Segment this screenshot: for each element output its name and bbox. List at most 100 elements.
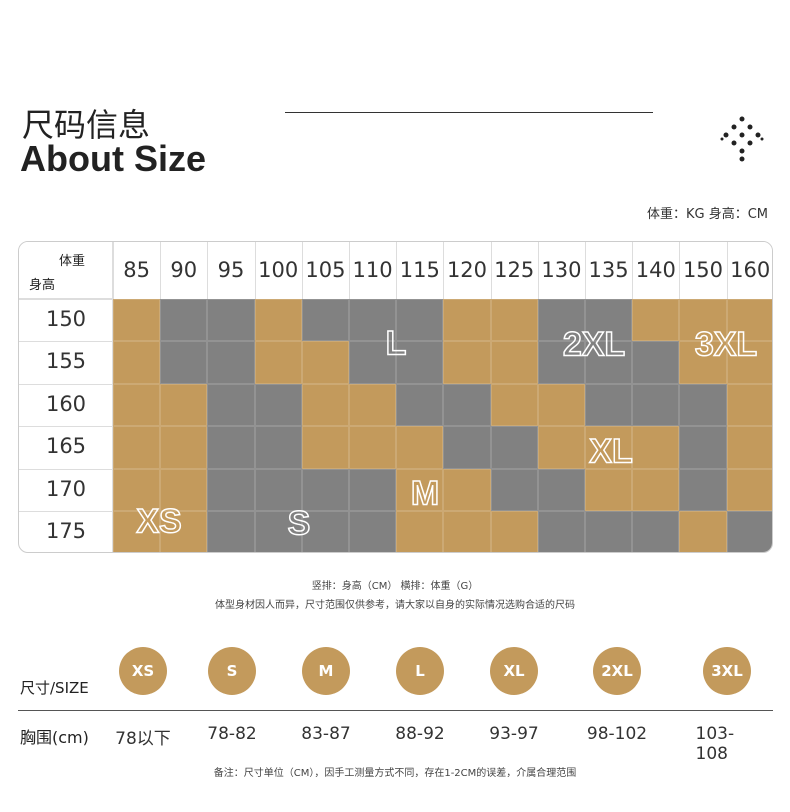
col-sep [207, 242, 209, 299]
grid-cell [537, 468, 585, 511]
col-sep [632, 242, 634, 299]
weight: 90 [170, 258, 198, 282]
height: 160 [45, 391, 87, 416]
grid-cell [254, 511, 302, 552]
grid-cell [679, 511, 727, 552]
height: 165 [45, 434, 87, 459]
grid-cell [254, 426, 302, 469]
grid-cell [207, 299, 255, 342]
grid-cell [585, 341, 633, 384]
row-head [19, 511, 113, 552]
grid-cell [349, 511, 397, 552]
weight: 100 [258, 258, 299, 282]
grid-cell [443, 299, 491, 342]
grid-cell [679, 383, 727, 427]
grid-cell [632, 426, 680, 469]
grid-cell [537, 383, 585, 427]
grid-cell [207, 383, 255, 427]
col-sep [726, 242, 728, 299]
weight: 160 [730, 258, 771, 282]
weight: 135 [588, 258, 629, 282]
grid-cell [113, 341, 161, 384]
grid-cell [207, 468, 255, 511]
grid-cell [396, 468, 444, 511]
grid-cell [679, 468, 727, 511]
size-badge: 3XL [703, 647, 751, 695]
grid-cell [632, 383, 680, 427]
size-badge: L [396, 647, 444, 695]
grid-cell [254, 299, 302, 342]
grid-cell [490, 341, 538, 384]
grid-cell [490, 383, 538, 427]
grid-cell [490, 468, 538, 511]
grid-cell [585, 426, 633, 469]
grid-cell [726, 341, 772, 384]
col-sep [443, 242, 445, 299]
grid-cell [349, 468, 397, 511]
grid-cell [301, 511, 349, 552]
grid-cell [160, 383, 208, 427]
chest-value: 78以下 [115, 729, 171, 749]
grid-cell [679, 426, 727, 469]
height-label: 身高 [29, 278, 56, 293]
size-region-label: 2XL [562, 325, 626, 365]
grid-cell [726, 426, 772, 469]
size-badge: XL [490, 647, 538, 695]
col-sep [396, 242, 398, 299]
grid-cell [490, 299, 538, 342]
size-region-label: L [385, 324, 407, 364]
row-head [19, 426, 113, 469]
grid-cell [632, 341, 680, 384]
grid-cell [726, 299, 772, 342]
height: 155 [45, 349, 87, 374]
weight: 115 [399, 258, 440, 282]
grid-cell [160, 299, 208, 342]
grid-cell [301, 468, 349, 511]
size-region-label: S [287, 504, 311, 544]
grid-cell [490, 426, 538, 469]
grid-cell [396, 341, 444, 384]
col-sep [585, 242, 586, 299]
height: 150 [45, 307, 87, 331]
grid-cell [490, 511, 538, 552]
grid-cell [443, 511, 491, 552]
size-region-label: M [410, 474, 440, 514]
grid-cell [254, 341, 302, 384]
divider [285, 112, 653, 113]
chest-value: 98-102 [586, 724, 648, 744]
weight: 130 [541, 258, 582, 282]
weight: 110 [352, 258, 393, 282]
grid-cell [301, 341, 349, 384]
chest-value: 103-108 [695, 724, 735, 764]
grid-cell [537, 511, 585, 552]
grid-cell [301, 299, 349, 342]
grid-cell [301, 383, 349, 427]
col-sep [490, 242, 492, 299]
grid-cell [207, 426, 255, 469]
weight: 125 [494, 258, 535, 282]
size-region-label: XS [136, 502, 183, 542]
grid-cell [113, 468, 161, 511]
row-head [19, 341, 113, 384]
grid-cell [113, 511, 161, 552]
grid-cell [443, 468, 491, 511]
weight: 95 [217, 258, 245, 282]
grid-cell [726, 468, 772, 511]
grid-cell [632, 468, 680, 511]
row-head [19, 299, 113, 342]
col-sep [254, 242, 256, 299]
grid-cell [396, 383, 444, 427]
weight: 120 [446, 258, 488, 282]
size-badge: S [208, 647, 256, 695]
size-table: 体重 身高 85 90 95 100 105 110 115 120 125 130 135 140 150… [18, 241, 773, 553]
grid-cell [443, 341, 491, 384]
size-region-label: 3XL [694, 325, 758, 365]
grid-cell [632, 511, 680, 552]
col-sep [160, 242, 162, 299]
grid-cell [585, 468, 633, 511]
size-badge: XS [119, 647, 167, 695]
size-region-label: XL [589, 432, 634, 472]
weight: 140 [635, 258, 676, 282]
grid-cell [726, 383, 772, 427]
weight: 105 [305, 258, 346, 282]
